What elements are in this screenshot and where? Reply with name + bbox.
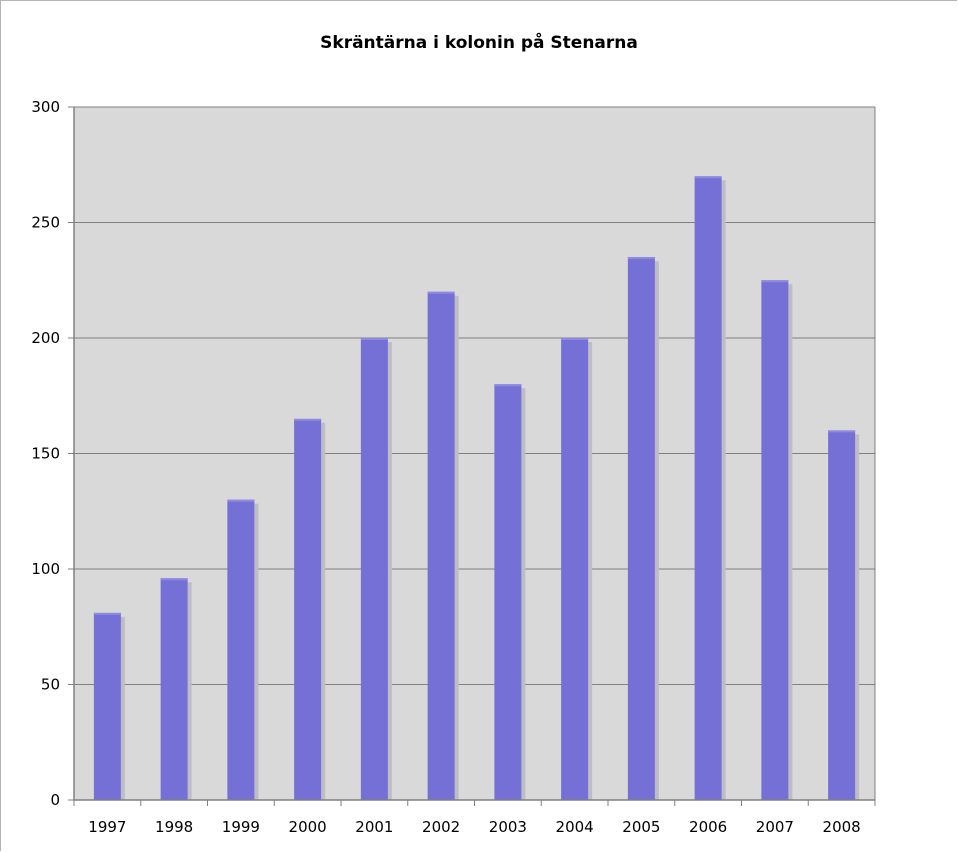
bar-2002	[427, 291, 455, 800]
x-tick-label: 2008	[823, 818, 861, 836]
x-tick-label: 2007	[756, 818, 794, 836]
chart-title: Skräntärna i kolonin på Stenarna	[320, 33, 638, 53]
y-tick-label: 50	[41, 676, 60, 694]
y-tick-label: 0	[50, 791, 60, 809]
x-tick-label: 1997	[88, 818, 126, 836]
gridlines	[68, 106, 875, 801]
x-tick-label: 2006	[689, 818, 727, 836]
x-tick-label: 1999	[222, 818, 260, 836]
x-tick-label: 2001	[355, 818, 393, 836]
x-tick-label: 2004	[556, 818, 594, 836]
y-tick-label: 100	[31, 560, 60, 578]
axes	[73, 107, 876, 806]
x-tick-label: 2000	[289, 818, 327, 836]
x-tick-labels: 1997 1998 1999 2000 2001 2002 2003 2004 2005 2006…	[88, 818, 860, 836]
x-tick-label: 2005	[622, 818, 660, 836]
bar-1998	[160, 578, 188, 800]
x-tick-label: 1998	[155, 818, 193, 836]
y-tick-labels: 0 50 100 150 200 250 300	[31, 98, 60, 809]
bar-2006	[694, 176, 722, 801]
bar-2008	[828, 430, 856, 800]
y-tick-label: 200	[31, 329, 60, 347]
y-tick-label: 250	[31, 214, 60, 232]
bars	[93, 176, 856, 801]
bar-1997	[93, 612, 121, 800]
x-tick-label: 2003	[489, 818, 527, 836]
bar-2005	[627, 257, 655, 800]
bar-2007	[761, 280, 789, 800]
bar-2001	[360, 338, 388, 800]
bar-2003	[494, 384, 522, 800]
bar-1999	[227, 499, 255, 800]
bar-2000	[294, 418, 322, 800]
bar-2004	[561, 338, 589, 800]
y-tick-label: 150	[31, 445, 60, 463]
y-tick-label: 300	[31, 98, 60, 116]
x-tick-label: 2002	[422, 818, 460, 836]
